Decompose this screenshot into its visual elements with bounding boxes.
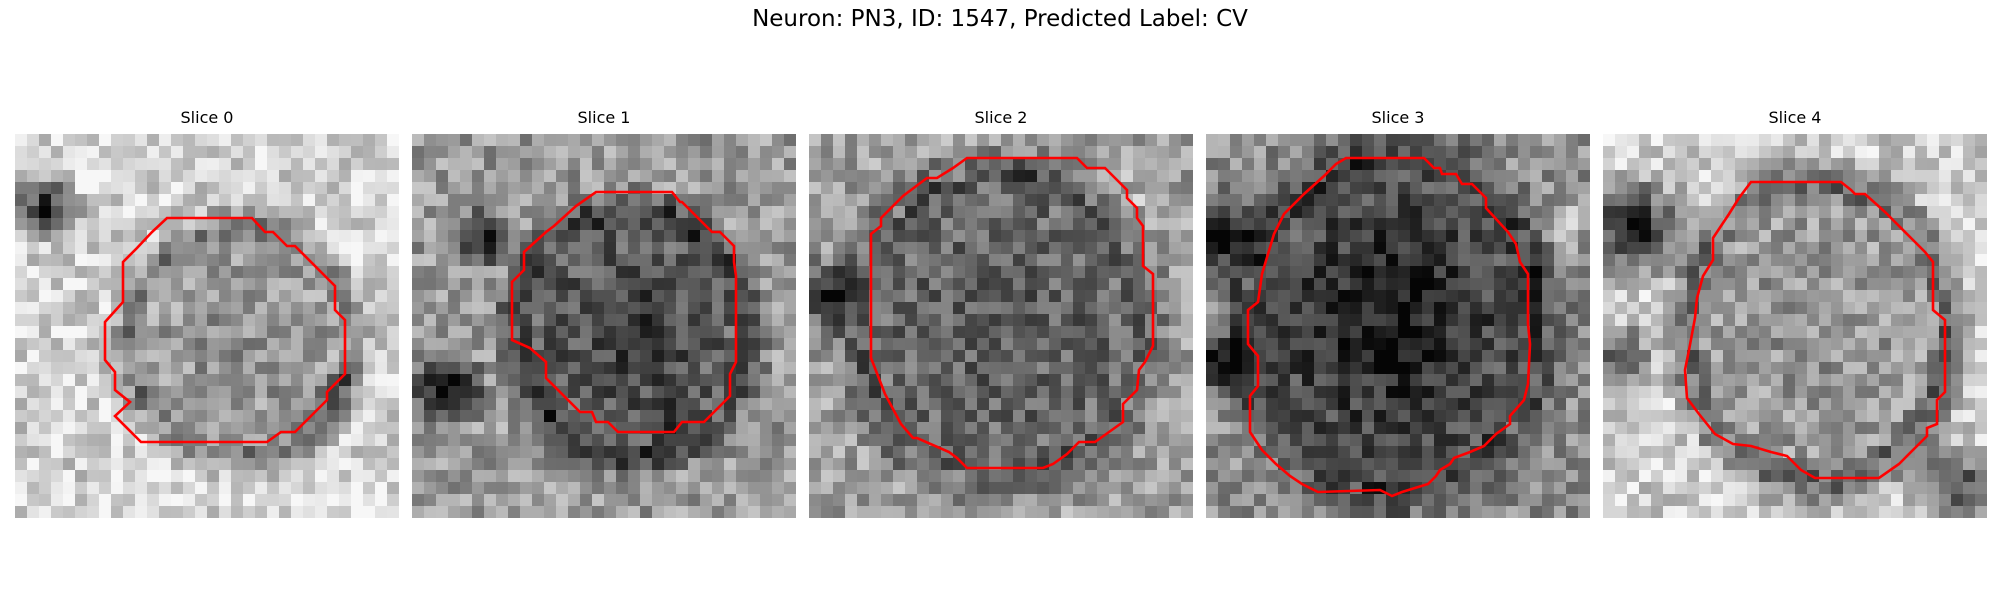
slice-title-3: Slice 3 — [1371, 108, 1425, 127]
slice-image-0 — [15, 134, 399, 518]
slice-image-2 — [809, 134, 1193, 518]
neuron-contour-3 — [1246, 156, 1532, 498]
slice-title-1: Slice 1 — [577, 108, 631, 127]
neuron-contour-1 — [510, 190, 738, 434]
neuron-contour-2 — [869, 156, 1155, 470]
slice-image-3 — [1206, 134, 1590, 518]
slice-title-0: Slice 0 — [180, 108, 234, 127]
neuron-contour-4 — [1683, 180, 1947, 480]
slice-image-1 — [412, 134, 796, 518]
figure-title: Neuron: PN3, ID: 1547, Predicted Label: … — [752, 6, 1248, 32]
slice-image-4 — [1603, 134, 1987, 518]
slice-title-4: Slice 4 — [1768, 108, 1822, 127]
neuron-contour-0 — [103, 216, 347, 444]
slice-title-2: Slice 2 — [974, 108, 1028, 127]
